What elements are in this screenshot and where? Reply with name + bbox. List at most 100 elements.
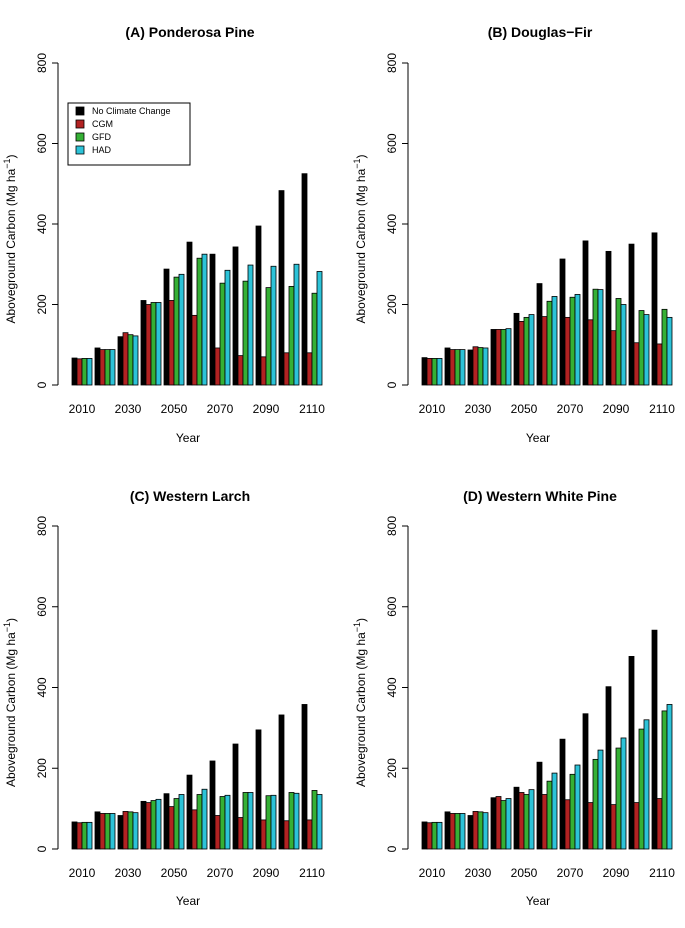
bar-had-2040 — [505, 798, 512, 850]
bar-gfd-2070 — [219, 796, 226, 850]
bar-no-climate-change-2040 — [490, 797, 497, 850]
bar-gfd-2100 — [638, 728, 645, 850]
bar-had-2060 — [551, 772, 558, 850]
legend-label-gfd: GFD — [92, 132, 111, 142]
bar-gfd-2010 — [81, 821, 88, 850]
bar-no-climate-change-2040 — [140, 800, 147, 850]
bar-gfd-2030 — [127, 811, 134, 850]
bar-no-climate-change-2100 — [278, 190, 285, 386]
y-axis-label: Aboveground Carbon (Mg ha−1) — [2, 154, 18, 323]
bar-cgm-2080 — [587, 319, 594, 386]
bar-cgm-2040 — [145, 304, 152, 386]
bar-cgm-2110 — [656, 798, 663, 850]
chart-title: (C) Western Larch — [130, 488, 250, 504]
x-tick-label: 2010 — [419, 402, 446, 416]
bar-no-climate-change-2020 — [94, 811, 101, 850]
bar-no-climate-change-2030 — [117, 336, 124, 386]
bar-cgm-2100 — [283, 820, 290, 850]
bar-had-2100 — [293, 263, 300, 386]
bar-gfd-2110 — [661, 710, 668, 850]
chart-title: (B) Douglas−Fir — [488, 24, 593, 40]
bar-cgm-2110 — [306, 819, 313, 850]
bar-gfd-2020 — [104, 349, 111, 386]
y-axis-label: Aboveground Carbon (Mg ha−1) — [352, 154, 368, 323]
y-axis-label-main: Aboveground Carbon (Mg ha — [354, 168, 368, 323]
legend-swatch-cgm — [75, 119, 85, 129]
bar-cgm-2020 — [99, 813, 106, 850]
bar-no-climate-change-2110 — [651, 232, 658, 386]
bar-had-2020 — [109, 813, 116, 850]
bar-cgm-2090 — [260, 819, 267, 850]
bar-no-climate-change-2060 — [186, 241, 193, 386]
bar-no-climate-change-2100 — [628, 243, 635, 386]
bar-gfd-2070 — [569, 296, 576, 386]
x-tick-label: 2050 — [161, 402, 188, 416]
bar-gfd-2030 — [477, 811, 484, 850]
bar-had-2060 — [201, 253, 208, 386]
x-tick-label: 2070 — [207, 402, 234, 416]
bar-had-2100 — [643, 719, 650, 850]
bar-cgm-2060 — [541, 794, 548, 850]
bar-gfd-2100 — [288, 792, 295, 850]
y-tick-label: 800 — [385, 516, 399, 536]
bar-gfd-2070 — [569, 773, 576, 850]
legend-label-no-climate-change: No Climate Change — [92, 106, 171, 116]
bar-cgm-2020 — [449, 349, 456, 386]
x-tick-label: 2070 — [557, 402, 584, 416]
bar-cgm-2010 — [76, 822, 83, 850]
bar-no-climate-change-2010 — [421, 357, 428, 386]
bar-gfd-2050 — [523, 316, 530, 386]
bar-gfd-2040 — [500, 329, 507, 386]
legend-label-had: HAD — [92, 145, 112, 155]
bar-had-2070 — [574, 294, 581, 386]
bar-cgm-2050 — [518, 321, 525, 386]
bar-no-climate-change-2080 — [582, 713, 589, 850]
bar-gfd-2090 — [265, 287, 272, 386]
x-tick-label: 2090 — [603, 866, 630, 880]
bar-gfd-2090 — [615, 747, 622, 850]
x-tick-label: 2110 — [649, 402, 675, 416]
bar-had-2090 — [270, 265, 277, 386]
bar-gfd-2040 — [500, 800, 507, 850]
x-axis-label: Year — [176, 894, 200, 908]
bar-had-2020 — [459, 349, 466, 386]
x-tick-label: 2010 — [69, 402, 96, 416]
bar-cgm-2060 — [541, 316, 548, 386]
bar-had-2080 — [597, 749, 604, 850]
bar-gfd-2030 — [127, 334, 134, 386]
bar-gfd-2010 — [81, 358, 88, 386]
legend: No Climate Change CGM GFD HAD — [67, 102, 191, 166]
bar-no-climate-change-2040 — [490, 329, 497, 386]
bar-gfd-2080 — [592, 288, 599, 386]
y-axis-label-main: Aboveground Carbon (Mg ha — [4, 168, 18, 323]
bar-had-2050 — [178, 273, 185, 386]
bar-had-2010 — [86, 821, 93, 850]
y-tick-label: 400 — [385, 214, 399, 234]
bar-had-2030 — [482, 347, 489, 386]
bar-cgm-2110 — [656, 343, 663, 386]
bar-cgm-2100 — [633, 342, 640, 386]
y-tick-label: 800 — [385, 53, 399, 73]
x-tick-label: 2110 — [299, 866, 325, 880]
bar-cgm-2110 — [306, 352, 313, 386]
y-tick-label: 600 — [35, 596, 49, 616]
bar-no-climate-change-2040 — [140, 300, 147, 386]
chart-title: (D) Western White Pine — [463, 488, 617, 504]
bar-had-2030 — [132, 812, 139, 850]
y-tick-label: 600 — [35, 133, 49, 153]
bar-no-climate-change-2030 — [117, 815, 124, 850]
x-axis-label: Year — [526, 894, 550, 908]
bar-cgm-2050 — [518, 792, 525, 850]
bar-had-2030 — [132, 335, 139, 386]
bar-cgm-2040 — [495, 329, 502, 386]
bar-cgm-2090 — [260, 356, 267, 386]
bar-had-2010 — [436, 358, 443, 386]
x-tick-label: 2030 — [465, 402, 492, 416]
bar-no-climate-change-2060 — [536, 283, 543, 386]
bar-no-climate-change-2020 — [94, 347, 101, 386]
bar-had-2110 — [316, 271, 323, 386]
x-tick-label: 2110 — [649, 866, 675, 880]
bar-no-climate-change-2110 — [301, 173, 308, 386]
y-axis-label-sup: −1 — [352, 158, 362, 168]
bar-gfd-2040 — [150, 800, 157, 850]
